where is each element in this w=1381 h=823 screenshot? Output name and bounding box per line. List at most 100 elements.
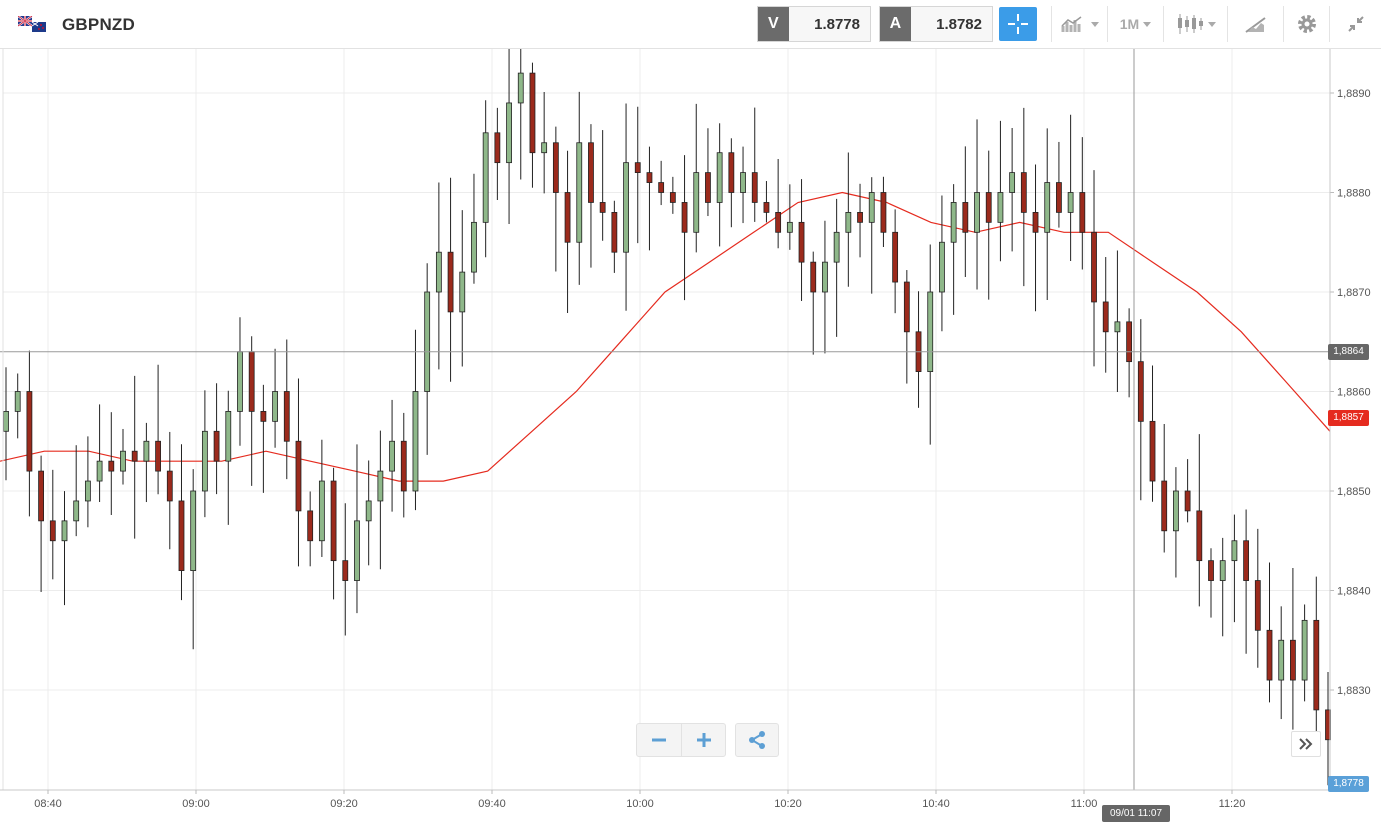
candle — [611, 200, 618, 273]
time-tick-label: 09:40 — [478, 798, 506, 810]
candle — [1266, 562, 1273, 703]
candle — [143, 422, 150, 503]
moving-average-price-badge: 1,8857 — [1328, 410, 1369, 426]
time-tick-label: 10:00 — [626, 798, 654, 810]
candle — [307, 491, 314, 567]
candle — [810, 251, 817, 355]
candle — [1196, 434, 1203, 607]
candle — [1020, 107, 1027, 287]
crosshair-icon — [1008, 14, 1028, 34]
zoom-out-button[interactable] — [637, 724, 681, 756]
chart-type-button[interactable] — [1051, 6, 1107, 42]
candle — [728, 138, 735, 228]
buy-tag: A — [880, 7, 911, 41]
candle — [705, 128, 711, 217]
zoom-controls — [636, 723, 726, 757]
candle — [178, 444, 185, 601]
crosshair-time-badge: 09/01 11:07 — [1102, 805, 1170, 822]
candle — [190, 469, 197, 650]
time-tick-label: 10:20 — [774, 798, 802, 810]
share-icon — [749, 731, 765, 749]
share-button[interactable] — [735, 723, 779, 757]
candle — [1091, 170, 1097, 367]
candle — [1149, 365, 1156, 502]
candle — [166, 431, 173, 550]
zoom-in-button[interactable] — [681, 724, 725, 756]
candle — [903, 270, 910, 384]
crosshair-button[interactable] — [999, 7, 1037, 41]
candle — [927, 244, 934, 445]
candle — [1137, 319, 1144, 501]
candle — [1208, 548, 1214, 618]
candle — [412, 329, 419, 511]
scroll-to-latest-button[interactable] — [1291, 731, 1321, 757]
crosshair-price-badge: 1,8864 — [1328, 344, 1369, 360]
candle — [365, 460, 372, 566]
candle — [471, 173, 477, 284]
candle — [96, 404, 103, 503]
time-tick-label: 09:20 — [330, 798, 358, 810]
candle — [529, 62, 536, 188]
candle — [1009, 127, 1016, 252]
collapse-button[interactable] — [1329, 6, 1381, 42]
candle — [494, 107, 501, 201]
candles-icon — [1177, 14, 1203, 34]
candle — [857, 183, 863, 258]
crosshair-lines — [0, 49, 1330, 790]
candle — [833, 198, 840, 337]
chart-header: GBPNZD V 1.8778 A 1.8782 1M — [0, 0, 1381, 49]
draw-tools-button[interactable] — [1227, 6, 1283, 42]
candle — [435, 182, 442, 370]
candle — [634, 106, 641, 244]
candle — [1254, 528, 1261, 668]
candle — [1278, 606, 1285, 720]
price-chart[interactable]: 1,8890 1,8880 1,8870 1,8860 1,8850 1,8840 1,88… — [0, 49, 1381, 823]
settings-button[interactable] — [1283, 6, 1329, 42]
candle-style-button[interactable] — [1163, 6, 1227, 42]
candle — [681, 155, 688, 301]
candle — [213, 383, 220, 495]
candle — [880, 176, 887, 248]
gb-nz-flag-icon — [18, 16, 46, 32]
chart-type-icon — [1060, 16, 1081, 32]
candle — [73, 445, 80, 537]
buy-price: 1.8782 — [936, 15, 982, 33]
time-tick-label: 11:00 — [1071, 798, 1098, 810]
timeframe-selector[interactable]: 1M — [1107, 6, 1163, 42]
time-tick-label: 10:40 — [922, 798, 950, 810]
candle — [541, 92, 548, 194]
candle — [740, 146, 746, 224]
candle — [295, 378, 302, 567]
candle — [1126, 308, 1133, 398]
candle — [950, 184, 957, 315]
candle — [283, 339, 290, 480]
candle — [1219, 537, 1226, 637]
candle — [845, 152, 852, 287]
candle — [342, 503, 349, 636]
candle — [1056, 141, 1062, 228]
draw-icon — [1244, 17, 1266, 33]
price-tick-label: 1,8850 — [1337, 486, 1371, 498]
candle — [985, 150, 992, 300]
candle — [1161, 423, 1168, 553]
price-tick-label: 1,8860 — [1337, 387, 1371, 399]
price-tick-label: 1,8890 — [1337, 88, 1371, 100]
chevron-down-icon — [1090, 21, 1099, 27]
timeframe-label: 1M — [1119, 16, 1140, 32]
candle — [1067, 114, 1074, 262]
candle — [669, 176, 676, 214]
time-axis: 08:40 09:00 09:20 09:40 10:00 10:20 10:40 11:00… — [0, 789, 1330, 810]
chevron-down-icon — [1207, 21, 1216, 27]
candle — [1313, 576, 1320, 738]
buy-price-button[interactable]: A 1.8782 — [879, 6, 993, 42]
candle — [84, 436, 91, 528]
candle — [49, 469, 56, 580]
candle — [1231, 514, 1238, 623]
time-tick-label: 08:40 — [34, 798, 62, 810]
minus-icon — [652, 738, 666, 742]
candle — [716, 123, 723, 247]
sell-price-button[interactable]: V 1.8778 — [757, 6, 871, 42]
candle — [61, 491, 68, 606]
candle — [225, 390, 232, 525]
